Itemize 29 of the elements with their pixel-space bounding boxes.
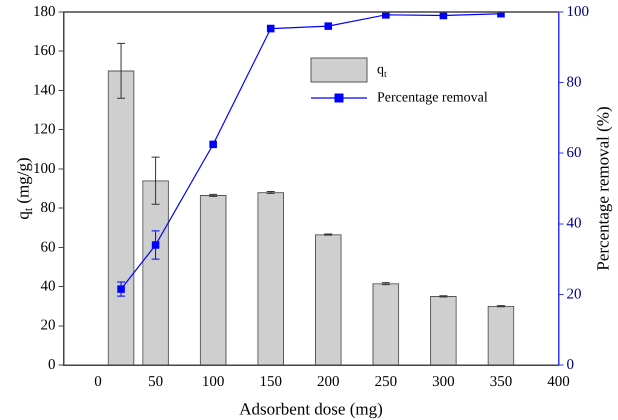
legend-label: Percentage removal [377,90,488,106]
y-tick-label: 140 [33,82,56,98]
y2-tick-label: 100 [566,4,589,20]
x-tick-label: 250 [374,374,398,390]
y-tick-label: 160 [33,43,56,60]
y-tick-label: 20 [40,318,56,334]
y2-tick-label: 20 [566,286,582,302]
y-tick-label: 40 [40,278,56,294]
y-tick-label: 60 [40,239,56,256]
y-tick-label: 180 [33,4,56,20]
y-tick-label: 80 [40,200,56,216]
x-tick-label: 200 [317,374,340,390]
x-tick-label: 50 [148,374,164,390]
y-axis-title: qt (mg/g) [13,157,36,220]
y-tick-label: 100 [33,160,56,177]
x-axis-title: Adsorbent dose (mg) [239,399,383,418]
x-tick-label: 0 [94,374,102,390]
y2-axis-title: Percentage removal (%) [593,106,612,271]
x-tick-label: 400 [547,374,570,390]
x-tick-label: 300 [432,374,455,390]
y-tick-label: 120 [33,122,56,138]
y2-tick-label: 40 [566,216,582,232]
y2-tick-label: 80 [566,74,582,91]
x-tick-label: 350 [490,374,512,390]
y2-tick-label: 60 [566,145,582,162]
x-tick-label: 100 [202,374,224,390]
y-tick-label: 0 [48,356,56,373]
x-tick-label: 150 [259,374,282,390]
y2-tick-label: 0 [566,356,574,373]
